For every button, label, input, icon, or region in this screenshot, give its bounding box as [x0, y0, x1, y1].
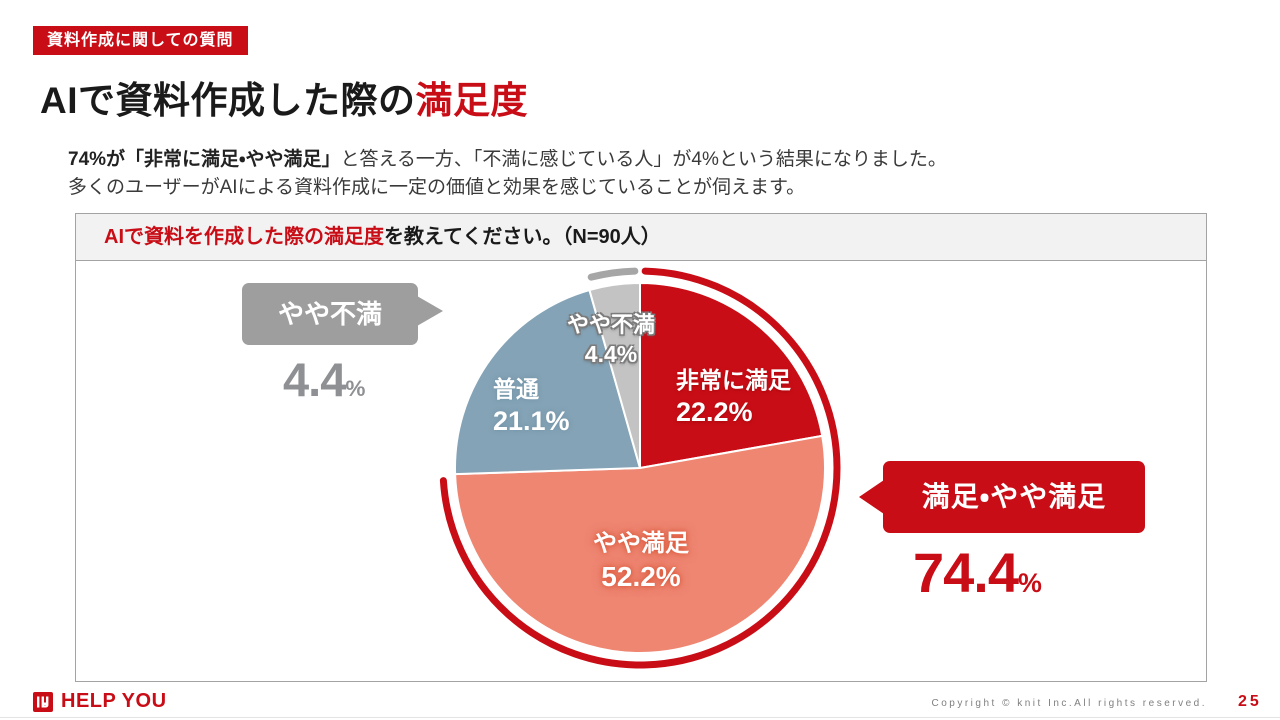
footer-brand-text: HELP YOU — [61, 690, 167, 712]
pie-segment-1 — [639, 282, 824, 469]
pie-segment-2 — [454, 434, 826, 654]
question-rest: を教えてください。（N=90人） — [384, 226, 661, 248]
pie-label-somewhat-dissatisfied: やや不満 4.4% — [566, 312, 656, 367]
pie-label-somewhat-satisfied: やや満足 52.2% — [593, 530, 689, 592]
highlight-arc-1 — [439, 267, 841, 669]
lead-line-2: 多くのユーザーがAIによる資料作成に一定の価値と効果を感じていることが伺えます。 — [68, 177, 806, 198]
satisfaction-pie-chart — [439, 267, 841, 669]
question-highlight: AIで資料を作成した際の満足度 — [104, 226, 384, 248]
callout-satisfied: 満足・やや満足 — [883, 461, 1145, 533]
lead-line-1-bold: 74%が「非常に満足・やや満足」 — [68, 149, 341, 170]
chart-question-header: AIで資料を作成した際の満足度を教えてください。（N=90人） — [76, 214, 1206, 261]
pie-segment-3 — [454, 289, 641, 476]
page-title-black: AIで資料作成した際の — [40, 80, 416, 121]
lead-paragraph: 74%が「非常に満足・やや満足」と答える一方、「不満に感じている人」が4%という… — [68, 146, 947, 202]
pie-label-very-satisfied: 非常に満足 22.2% — [676, 367, 791, 427]
pie-segment-4 — [588, 282, 641, 469]
callout-dissatisfied: やや不満 — [242, 283, 418, 345]
highlight-arc-2 — [587, 267, 639, 281]
pie-label-neutral: 普通 21.1% — [493, 376, 570, 436]
footer-copyright: Copyright © knit Inc.All rights reserved… — [931, 698, 1207, 709]
lead-line-1-rest: と答える一方、「不満に感じている人」が4%という結果になりました。 — [340, 149, 947, 170]
page-title: AIで資料作成した際の満足度 — [40, 70, 528, 124]
lead-line-1: 74%が「非常に満足・やや満足」と答える一方、「不満に感じている人」が4%という… — [68, 146, 947, 174]
callout-satisfied-arrow-icon — [859, 480, 884, 514]
section-badge: 資料作成に関しての質問 — [33, 26, 248, 55]
callout-dissatisfied-arrow-icon — [417, 296, 443, 326]
helpyou-logo-icon — [33, 692, 53, 712]
page-number: 25 — [1238, 693, 1262, 710]
satisfied-value: 74.4% — [913, 541, 1042, 604]
dissatisfied-value: 4.4% — [283, 353, 366, 406]
bottom-divider — [0, 717, 1280, 718]
page-title-red: 満足度 — [415, 80, 528, 121]
